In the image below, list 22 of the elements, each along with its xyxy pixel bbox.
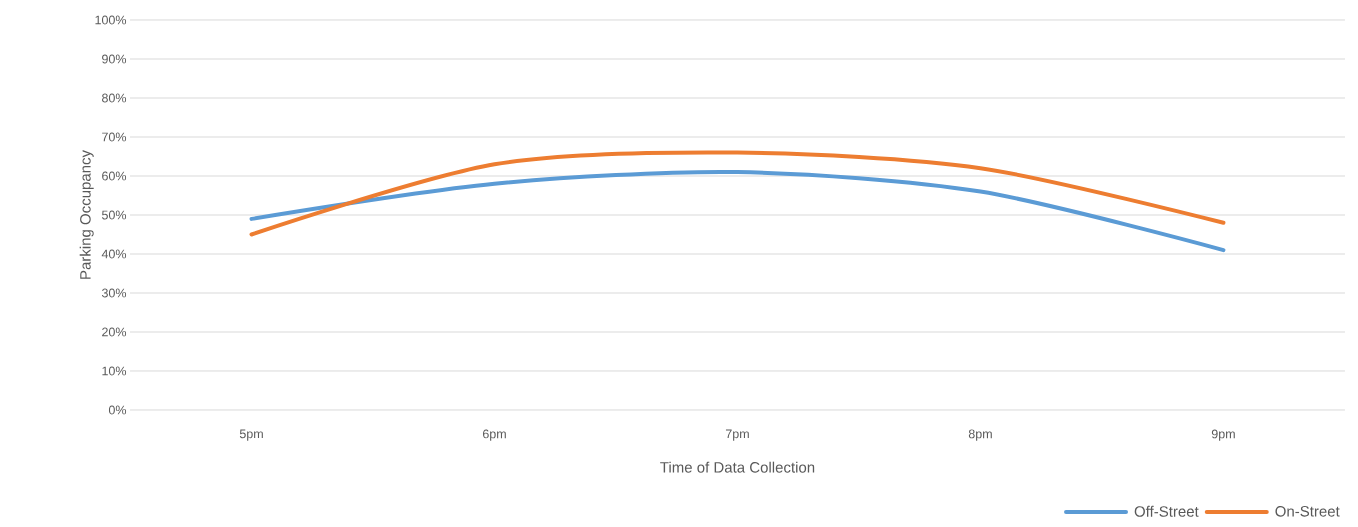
y-tick-label: 80%	[102, 93, 127, 103]
y-tick-label: 60%	[102, 171, 127, 181]
line-series	[249, 169, 1226, 253]
x-tick-label: 7pm	[725, 429, 749, 441]
y-tick-label: 40%	[101, 249, 127, 259]
legend-label: Off-Street	[1134, 505, 1199, 517]
legend-label: On-Street	[1275, 506, 1340, 517]
y-tick-label: 10%	[102, 366, 127, 376]
y-tick-label: 100%	[95, 15, 127, 25]
y-tick-label: 20%	[102, 327, 127, 337]
x-tick-label: 8pm	[968, 429, 992, 441]
y-tick-label: 30%	[101, 288, 127, 298]
x-tick-label: 9pm	[1211, 429, 1235, 441]
y-tick-label: 90%	[102, 54, 127, 64]
x-axis-title: Time of Data Collection	[660, 461, 815, 473]
y-axis-title: Parking Occupancy	[79, 150, 94, 279]
x-tick-label: 5pm	[239, 429, 263, 441]
y-tick-label: 50%	[101, 210, 127, 220]
line-series	[249, 150, 1226, 237]
y-tick-label: 0%	[108, 405, 127, 415]
x-tick-label: 6pm	[482, 429, 506, 441]
y-tick-label: 70%	[102, 132, 127, 142]
